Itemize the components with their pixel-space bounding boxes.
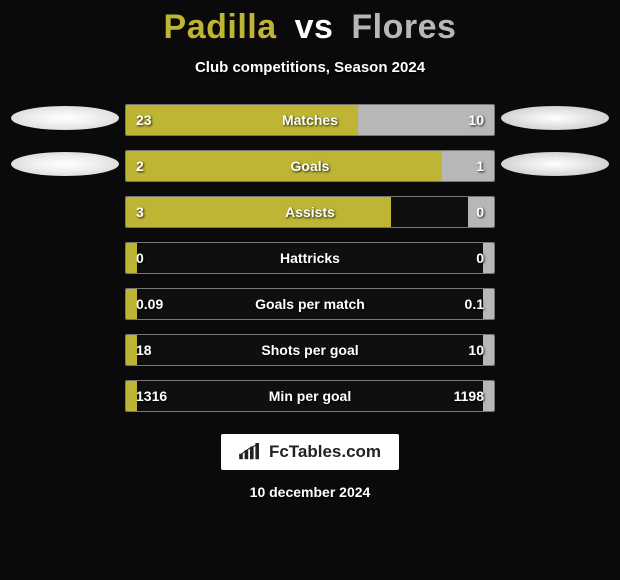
subtitle: Club competitions, Season 2024 (195, 59, 425, 76)
player1-name: Padilla (164, 8, 277, 46)
player1-value: 18 (136, 342, 152, 358)
stat-row: 2 1 Goals (125, 150, 495, 182)
stat-row: 3 0 Assists (125, 196, 495, 228)
player2-badge-placeholder (501, 106, 609, 130)
stat-row: 0.09 0.1 Goals per match (125, 288, 495, 320)
branding-text: FcTables.com (269, 442, 381, 462)
player1-value: 0.09 (136, 296, 163, 312)
player2-value: 1198 (454, 388, 484, 404)
player1-bar-fill (126, 197, 391, 227)
comparison-chart: 23 10 Matches 2 1 Goals 3 0 Assists 0 0 Hattricks 0.… (0, 104, 620, 412)
player1-badge-col (5, 104, 125, 412)
vs-text: vs (295, 8, 334, 46)
player2-name: Flores (351, 8, 456, 46)
stat-label: Shots per goal (261, 342, 358, 358)
player2-bar-fill (483, 335, 494, 365)
player1-badge-placeholder (11, 152, 119, 176)
player2-value: 0 (476, 204, 484, 220)
comparison-title: Padilla vs Flores (164, 8, 457, 47)
bar-chart-icon (239, 443, 261, 461)
player1-bar-fill (126, 151, 442, 181)
player2-value: 10 (468, 342, 484, 358)
player2-bar-fill (483, 381, 494, 411)
player1-value: 2 (136, 158, 144, 174)
stat-row: 1316 1198 Min per goal (125, 380, 495, 412)
stat-label: Assists (285, 204, 335, 220)
player2-value: 10 (468, 112, 484, 128)
stat-label: Min per goal (269, 388, 351, 404)
branding-badge: FcTables.com (221, 434, 399, 470)
player1-value: 0 (136, 250, 144, 266)
player2-value: 1 (476, 158, 484, 174)
player1-value: 3 (136, 204, 144, 220)
player1-value: 23 (136, 112, 152, 128)
stat-rows: 23 10 Matches 2 1 Goals 3 0 Assists 0 0 Hattricks 0.… (125, 104, 495, 412)
stat-label: Goals per match (255, 296, 365, 312)
player2-badge-col (495, 104, 615, 412)
stat-row: 18 10 Shots per goal (125, 334, 495, 366)
stat-label: Hattricks (280, 250, 340, 266)
stat-label: Goals (291, 158, 330, 174)
stat-row: 23 10 Matches (125, 104, 495, 136)
player2-badge-placeholder (501, 152, 609, 176)
player1-badge-placeholder (11, 106, 119, 130)
player1-value: 1316 (136, 388, 167, 404)
player2-value: 0.1 (465, 296, 484, 312)
player2-bar-fill (483, 289, 494, 319)
player2-bar-fill (483, 243, 494, 273)
stat-row: 0 0 Hattricks (125, 242, 495, 274)
player2-bar-fill (442, 151, 494, 181)
footer-date: 10 december 2024 (250, 484, 371, 500)
player2-value: 0 (476, 250, 484, 266)
stat-label: Matches (282, 112, 338, 128)
